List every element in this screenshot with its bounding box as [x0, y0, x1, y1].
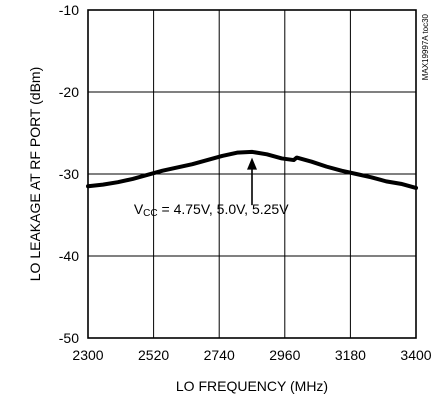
- y-tick-labels: -10 -20 -30 -40 -50: [59, 2, 79, 346]
- x-axis-title: LO FREQUENCY (MHz): [176, 378, 328, 394]
- x-tick-labels: 2300 2520 2740 2960 3180 3400: [72, 347, 431, 363]
- y-tick-label: -20: [59, 84, 79, 100]
- x-tick-label: 2960: [269, 347, 300, 363]
- x-tick-label: 2520: [138, 347, 169, 363]
- series-line: [86, 149, 418, 190]
- series-layer: [86, 149, 418, 190]
- y-axis-title: LO LEAKAGE AT RF PORT (dBm): [27, 67, 43, 281]
- annotation-subscript: CC: [143, 208, 157, 219]
- x-tick-label: 2300: [72, 347, 103, 363]
- y-tick-label: -10: [59, 2, 79, 18]
- x-tick-label: 3180: [335, 347, 366, 363]
- x-tick-label: 2740: [204, 347, 235, 363]
- annotation-suffix: = 4.75V, 5.0V, 5.25V: [158, 201, 290, 217]
- annotation-arrowhead: [247, 157, 257, 170]
- chart-id-label: MAX19997A toc30: [421, 13, 430, 80]
- y-tick-label: -50: [59, 330, 79, 346]
- y-tick-label: -40: [59, 248, 79, 264]
- y-tick-label: -30: [59, 166, 79, 182]
- x-tick-label: 3400: [400, 347, 431, 363]
- plot-frame: [87, 9, 417, 339]
- annotation-label: VCC = 4.75V, 5.0V, 5.25V: [134, 201, 289, 219]
- annotation-prefix: V: [134, 201, 144, 217]
